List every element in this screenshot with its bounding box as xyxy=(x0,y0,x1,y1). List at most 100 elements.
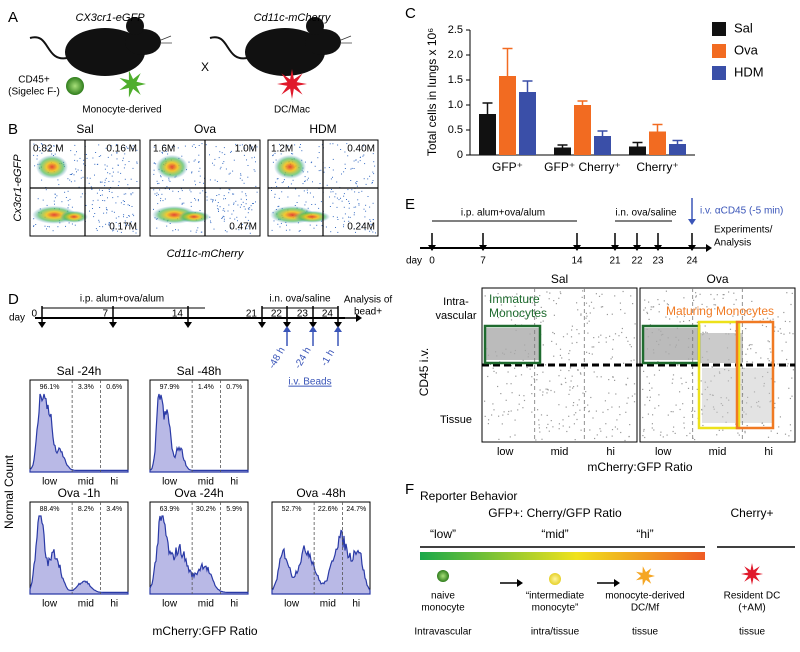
flow-dot xyxy=(723,294,725,296)
flow-dot xyxy=(559,291,561,293)
flow-dot xyxy=(116,158,118,160)
flow-dot xyxy=(294,144,296,146)
flow-dot xyxy=(546,388,549,390)
flow-dot xyxy=(558,297,560,299)
flow-dot xyxy=(674,432,676,434)
flow-dot xyxy=(332,169,334,171)
label: 0.82 M xyxy=(33,144,64,155)
flow-dot xyxy=(252,149,254,151)
density-blob xyxy=(60,210,88,223)
panel-label: B xyxy=(8,121,18,138)
label: i.p. alum+ova/alum xyxy=(80,294,164,305)
flow-dot xyxy=(614,295,616,297)
flow-dot xyxy=(701,408,703,411)
flow-dot xyxy=(283,181,284,183)
flow-dot xyxy=(353,160,355,162)
flow-dot xyxy=(694,439,696,441)
arrow-head xyxy=(334,326,342,332)
flow-dot xyxy=(571,375,573,377)
flow-dot xyxy=(348,216,349,218)
label: hi xyxy=(110,599,118,610)
label: low xyxy=(42,599,58,610)
label: Cd11c-mCherry xyxy=(254,12,332,24)
flow-dot xyxy=(540,306,542,308)
flow-dot xyxy=(763,424,765,426)
label: 63.9% xyxy=(160,506,180,513)
flow-dot xyxy=(169,180,171,182)
flow-dot xyxy=(777,316,779,318)
label: 23 xyxy=(297,309,309,320)
flow-dot xyxy=(346,199,347,200)
flow-dot xyxy=(514,324,516,326)
flow-dot xyxy=(365,210,367,212)
flow-dot xyxy=(573,386,575,388)
flow-dot xyxy=(488,419,490,421)
flow-dot xyxy=(683,315,685,317)
monocyte-derived-cell xyxy=(119,70,146,98)
flow-dot xyxy=(223,147,225,149)
flow-dot xyxy=(722,429,724,431)
label: mid xyxy=(198,599,214,610)
flow-dot xyxy=(307,171,309,173)
flow-dot xyxy=(113,211,115,213)
flow-dot xyxy=(338,199,340,201)
flow-dot xyxy=(348,207,350,209)
flow-dot xyxy=(41,152,43,154)
flow-dot xyxy=(364,229,366,231)
flow-dot xyxy=(501,309,503,311)
flow-dot xyxy=(320,169,322,171)
flow-dot xyxy=(218,211,219,212)
flow-dot xyxy=(232,193,233,195)
flow-dot xyxy=(120,202,122,204)
flow-dot xyxy=(181,155,183,157)
flow-dot xyxy=(359,160,361,162)
density-blob xyxy=(274,154,306,179)
flow-dot xyxy=(335,227,336,228)
flow-dot xyxy=(650,308,652,311)
flow-dot xyxy=(541,438,543,440)
flow-dot xyxy=(155,163,157,165)
flow-dot xyxy=(183,202,185,204)
flow-dot xyxy=(232,170,234,172)
flow-dot xyxy=(199,192,201,194)
flow-dot xyxy=(80,169,82,171)
label: Intravascular xyxy=(414,627,472,638)
flow-dot xyxy=(74,224,76,226)
flow-dot xyxy=(695,292,697,294)
flow-dot xyxy=(111,154,113,156)
flow-dot xyxy=(604,400,606,402)
flow-dot xyxy=(209,154,210,156)
flow-dot xyxy=(701,303,703,305)
flow-dot xyxy=(94,163,96,165)
flow-dot xyxy=(242,201,244,203)
flow-dot xyxy=(344,168,346,169)
flow-dot xyxy=(611,406,613,408)
flow-dot xyxy=(153,189,155,191)
flow-dot xyxy=(356,185,358,187)
flow-dot xyxy=(618,406,620,408)
flow-dot xyxy=(108,181,110,182)
flow-dot xyxy=(350,168,352,170)
flow-dot xyxy=(123,147,125,148)
gate xyxy=(735,320,775,430)
label: 0.40M xyxy=(347,144,375,155)
mouse-body xyxy=(65,28,145,76)
flow-dot xyxy=(240,204,242,206)
flow-dot xyxy=(342,217,344,219)
flow-dot xyxy=(732,315,734,317)
flow-dot xyxy=(751,300,753,302)
flow-dot xyxy=(648,301,650,303)
arrow-head xyxy=(706,244,712,252)
flow-dot xyxy=(792,369,794,371)
flow-dot xyxy=(353,228,355,230)
label: 0.24M xyxy=(347,222,375,233)
flow-dot xyxy=(353,214,355,216)
error-bar xyxy=(482,102,493,114)
x-tick-label: Cherry⁺ xyxy=(636,160,678,174)
flow-dot xyxy=(344,213,346,215)
label: 0.16 M xyxy=(106,144,137,155)
arrow-head xyxy=(283,322,291,328)
flow-dot xyxy=(351,167,353,169)
flow-dot xyxy=(244,147,246,149)
flow-dot xyxy=(749,310,751,313)
